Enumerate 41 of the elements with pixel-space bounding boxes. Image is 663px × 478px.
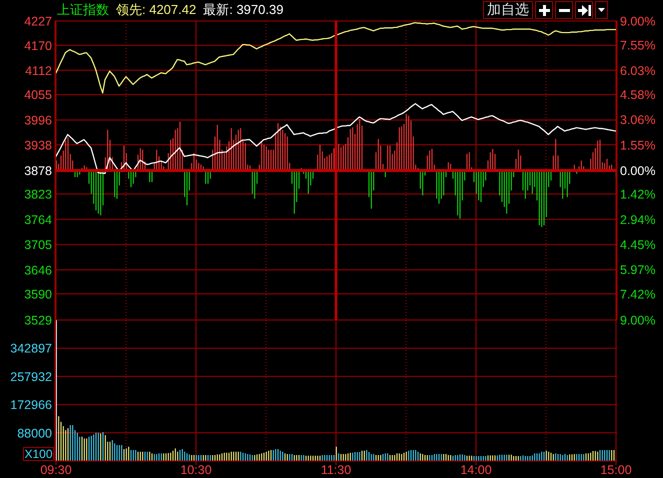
y2-tick-label: 2.94% — [620, 212, 656, 227]
y-tick-label: 3878 — [24, 164, 52, 178]
y2-tick-label: 7.42% — [620, 287, 656, 302]
y-tick-label: 3590 — [24, 287, 52, 302]
y-tick-label: 3705 — [24, 238, 52, 252]
y2-tick-label: 4.45% — [620, 238, 656, 252]
y-tick-label: 342897 — [10, 342, 52, 356]
y-tick-label: 3938 — [24, 138, 52, 152]
y2-tick-label: 9.00% — [620, 314, 656, 328]
y2-tick-label: 6.03% — [620, 64, 656, 78]
y-axis-title: X100 — [24, 447, 53, 461]
y-tick-label: 4112 — [25, 64, 52, 78]
y2-tick-label: 9.00% — [620, 14, 656, 28]
line-series — [56, 103, 616, 174]
x-tick-label: 10:30 — [180, 463, 212, 477]
text: 最新: 3970.39 — [203, 2, 284, 17]
y-tick-label: 3529 — [24, 314, 52, 328]
x-tick-label: 15:00 — [600, 463, 632, 477]
y2-tick-label: 7.55% — [620, 38, 656, 53]
y-tick-label: 4055 — [24, 88, 52, 102]
y-tick-label: 3996 — [24, 113, 52, 128]
y-tick-label: 4227 — [24, 14, 52, 28]
y-tick-label: 257932 — [10, 370, 52, 384]
x-tick-label: 14:00 — [460, 463, 492, 477]
x-tick-label: 11:30 — [320, 463, 352, 477]
y2-tick-label: 5.97% — [620, 263, 656, 278]
y-tick-label: 3646 — [24, 263, 52, 278]
y2-tick-label: 0.00% — [620, 164, 656, 178]
y2-tick-label: 3.06% — [620, 113, 656, 128]
y-tick-label: 172966 — [10, 398, 52, 412]
y-tick-label: 3823 — [24, 188, 52, 202]
text: 领先: 4207.42 — [116, 2, 196, 17]
y2-tick-label: 1.42% — [620, 188, 656, 202]
x-tick-label: 09:30 — [40, 463, 72, 477]
y-tick-label: 3764 — [24, 212, 52, 227]
y-tick-label: 4170 — [24, 38, 52, 53]
y2-tick-label: 1.55% — [620, 138, 656, 152]
chart-title: 上证指数 — [57, 2, 109, 17]
text: 加自选 — [487, 1, 529, 19]
y-tick-label: 88000 — [17, 426, 52, 440]
y2-tick-label: 4.58% — [620, 88, 656, 102]
